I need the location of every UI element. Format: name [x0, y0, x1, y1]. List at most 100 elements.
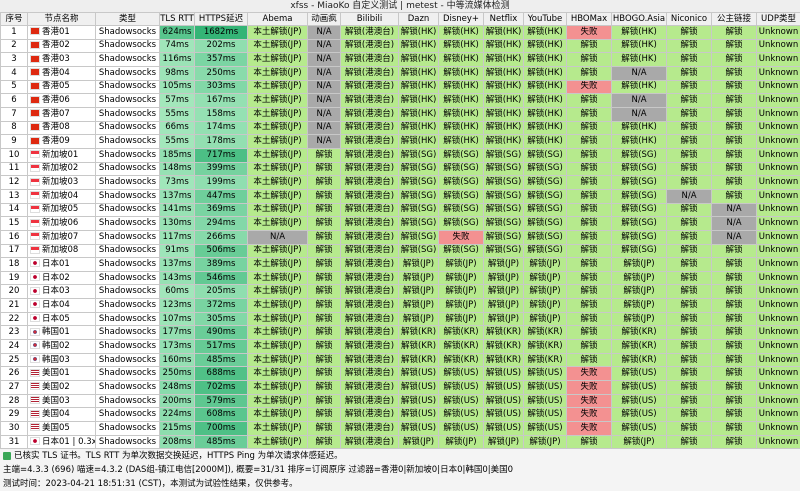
footer-line: 主端=4.3.3 (696) 喵速=4.3.2 (DAS组-镇江电信[2000M…	[3, 465, 514, 476]
table-cell: 解锁(US)	[398, 407, 439, 423]
table-cell: 本土解锁(JP)	[247, 65, 308, 81]
table-cell: 解锁	[711, 434, 757, 450]
table-cell: 解锁(KR)	[398, 325, 439, 341]
table-row: 22 日本05 Shadowsocks 107ms 305ms 本土解锁(JP) 解锁 解锁(…	[0, 311, 800, 327]
table-cell: 1	[0, 25, 28, 40]
table-cell: 解锁(港澳台)	[340, 216, 399, 231]
table-cell: 305ms	[194, 311, 248, 327]
table-cell: 4	[0, 65, 28, 81]
table-cell: 205ms	[194, 284, 248, 300]
table-cell: 解锁	[711, 298, 757, 313]
table-cell: N/A	[711, 229, 757, 245]
table-cell: 解锁(US)	[483, 407, 524, 423]
table-row: 20 日本03 Shadowsocks 60ms 205ms 本土解锁(JP) 解锁 解锁(港…	[0, 284, 800, 300]
table-cell: N/A	[247, 229, 308, 245]
table-cell: 17	[0, 243, 28, 259]
table-cell: 解锁	[566, 257, 612, 272]
table-cell: 7	[0, 106, 28, 122]
table-row: 25 韩国03 Shadowsocks 160ms 485ms 本土解锁(JP) 解锁 解锁(…	[0, 352, 800, 368]
table-cell: 韩国02	[27, 339, 96, 354]
table-cell: 解锁(US)	[483, 421, 524, 436]
flag-icon	[30, 341, 40, 350]
table-cell: 解锁(SG)	[523, 188, 567, 204]
table-cell: 解锁	[566, 216, 612, 231]
table-cell: 解锁(HK)	[611, 38, 667, 54]
table-cell: 624ms	[159, 25, 195, 40]
node-name: 香港01	[42, 26, 70, 37]
table-cell: Unknown	[756, 352, 800, 368]
table-cell: 解锁	[307, 161, 341, 177]
table-cell: 解锁(SG)	[523, 243, 567, 259]
table-cell: 解锁(HK)	[438, 38, 484, 54]
flag-icon	[30, 409, 40, 418]
table-cell: 141ms	[159, 202, 195, 218]
table-cell: 200ms	[159, 393, 195, 409]
table-cell: N/A	[307, 134, 341, 149]
table-cell: 解锁(JP)	[523, 311, 567, 327]
table-cell: Shadowsocks	[95, 393, 160, 409]
table-cell: 解锁(US)	[611, 366, 667, 382]
table-row: 21 日本04 Shadowsocks 123ms 372ms 本土解锁(JP) 解锁 解锁(…	[0, 298, 800, 313]
table-cell: 解锁(SG)	[523, 175, 567, 190]
node-name: 美国02	[42, 381, 70, 392]
table-cell: 本土解锁(JP)	[247, 216, 308, 231]
flag-icon	[30, 286, 40, 295]
table-cell: 解锁	[666, 134, 712, 149]
table-cell: 123ms	[159, 298, 195, 313]
table-cell: 本土解锁(JP)	[247, 134, 308, 149]
table-cell: 30	[0, 421, 28, 436]
table-cell: 新加坡06	[27, 216, 96, 231]
table-cell: 解锁(SG)	[398, 202, 439, 218]
table-cell: Shadowsocks	[95, 434, 160, 450]
table-cell: Unknown	[756, 257, 800, 272]
table-cell: 解锁	[666, 270, 712, 286]
table-cell: 10	[0, 147, 28, 163]
table-cell: 解锁	[711, 421, 757, 436]
table-row: 7 香港07 Shadowsocks 55ms 158ms 本土解锁(JP) N/A 解锁(港…	[0, 106, 800, 122]
table-cell: 解锁	[711, 366, 757, 382]
table-cell: 解锁(港澳台)	[340, 229, 399, 245]
table-cell: 98ms	[159, 65, 195, 81]
table-cell: 本土解锁(JP)	[247, 311, 308, 327]
table-cell: 解锁	[566, 188, 612, 204]
table-cell: 香港05	[27, 79, 96, 95]
table-cell: 解锁(US)	[523, 421, 567, 436]
table-cell: 解锁	[711, 270, 757, 286]
table-cell: Unknown	[756, 229, 800, 245]
table-cell: 21	[0, 298, 28, 313]
table-cell: Shadowsocks	[95, 257, 160, 272]
table-cell: 解锁(HK)	[611, 120, 667, 136]
table-cell: 369ms	[194, 202, 248, 218]
table-cell: 新加坡07	[27, 229, 96, 245]
table-cell: 失败	[566, 79, 612, 95]
node-name: 香港06	[42, 95, 70, 106]
table-cell: 57ms	[159, 93, 195, 108]
table-cell: 解锁	[307, 284, 341, 300]
column-header: Netflix	[483, 12, 524, 26]
flag-icon	[30, 355, 40, 364]
table-cell: 解锁(KR)	[611, 325, 667, 341]
table-cell: 解锁(HK)	[398, 25, 439, 40]
column-header: 动画疯	[307, 12, 341, 26]
table-cell: 解锁(HK)	[523, 106, 567, 122]
table-row: 19 日本02 Shadowsocks 143ms 546ms 本土解锁(JP) 解锁 解锁(…	[0, 270, 800, 286]
table-cell: 8	[0, 120, 28, 136]
table-cell: 日本01 | 0.3x	[27, 434, 96, 450]
column-header: HBOGO.Asia	[611, 12, 667, 26]
table-cell: 解锁(SG)	[611, 147, 667, 163]
table-row: 15 新加坡06 Shadowsocks 130ms 294ms 本土解锁(JP) 解锁 解锁…	[0, 216, 800, 231]
table-cell: 解锁(港澳台)	[340, 352, 399, 368]
flag-icon	[30, 109, 40, 118]
table-cell: 解锁	[711, 257, 757, 272]
table-cell: 解锁	[666, 421, 712, 436]
table-cell: 167ms	[194, 93, 248, 108]
table-cell: 700ms	[194, 421, 248, 436]
table-cell: N/A	[307, 25, 341, 40]
table-cell: 解锁(SG)	[483, 161, 524, 177]
table-cell: Unknown	[756, 393, 800, 409]
node-name: 日本02	[42, 272, 70, 283]
flag-icon	[30, 122, 40, 131]
table-cell: 490ms	[194, 325, 248, 341]
table-cell: 15	[0, 216, 28, 231]
